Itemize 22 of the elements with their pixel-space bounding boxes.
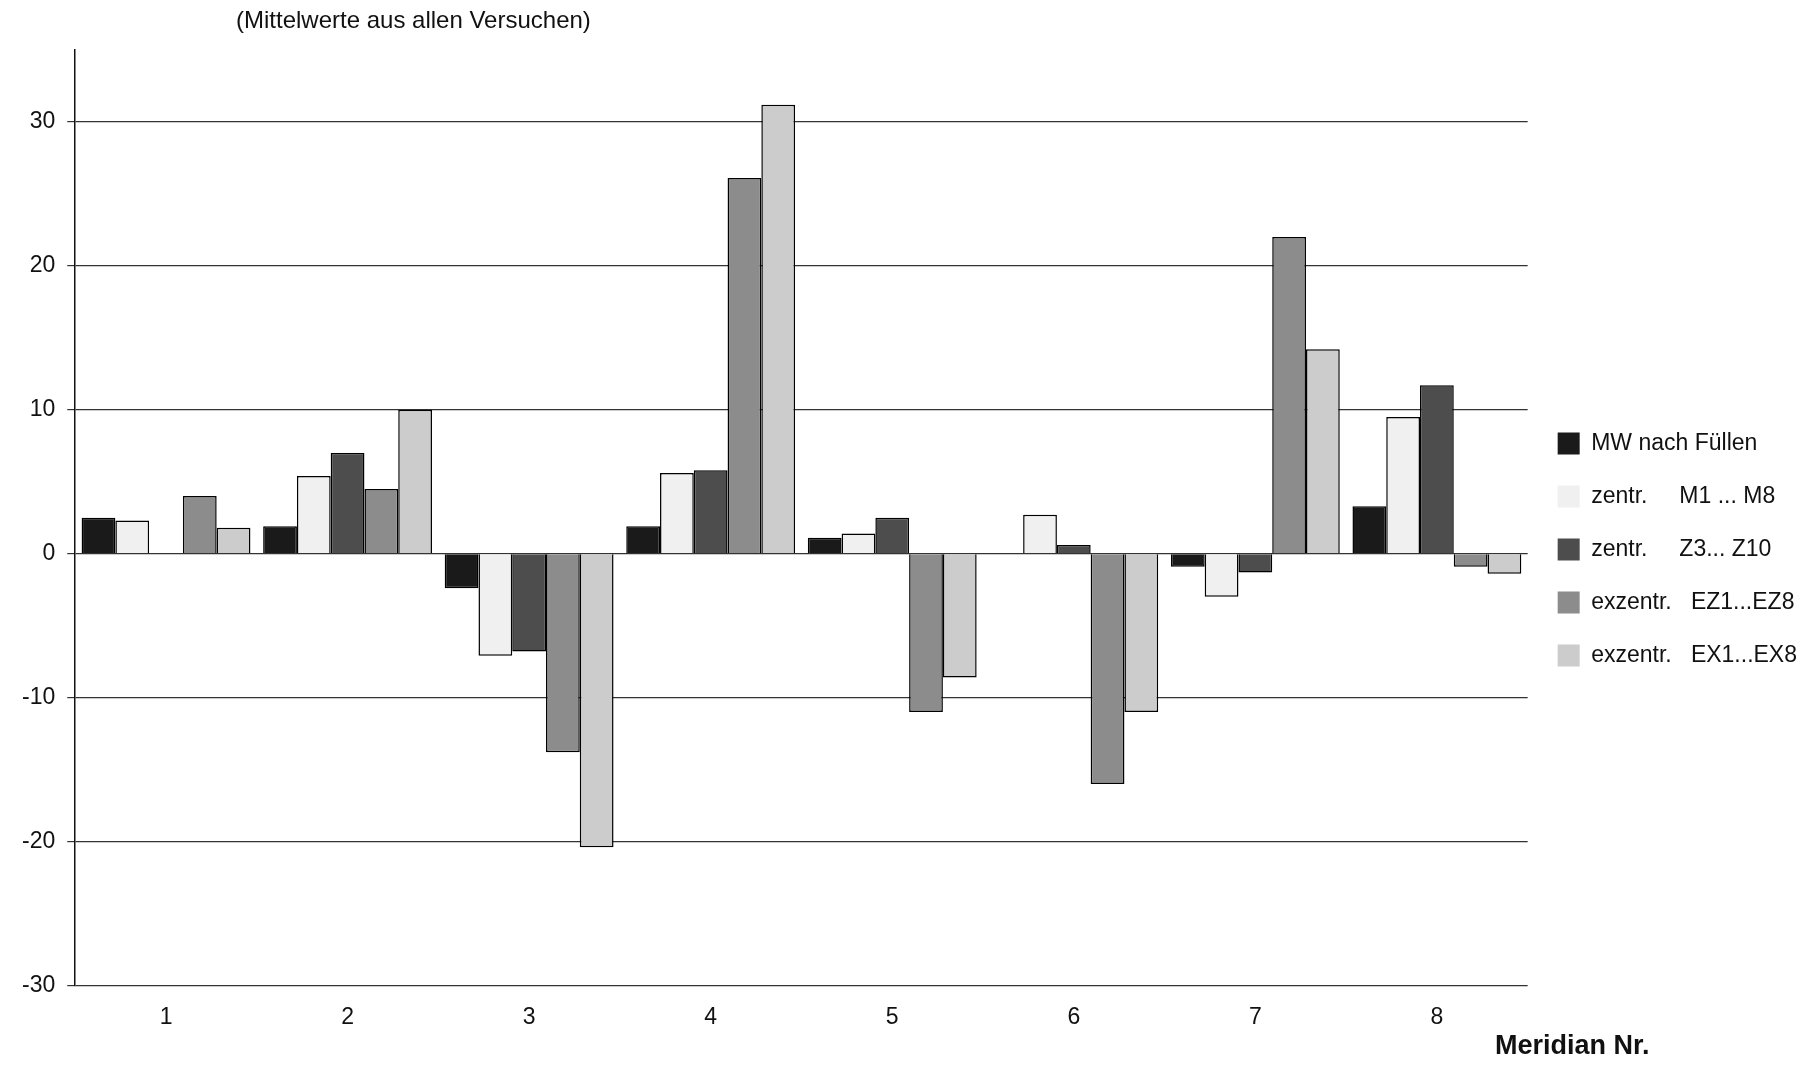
y-tick-label: -30 xyxy=(21,970,56,997)
y-tick-label: -10 xyxy=(21,682,56,709)
x-axis-title: Meridian Nr. xyxy=(1495,1030,1650,1061)
x-tick-label: 2 xyxy=(341,1002,354,1029)
legend-label: zentr. Z3... Z10 xyxy=(1591,534,1772,561)
y-tick-label: 0 xyxy=(42,539,56,566)
legend-label: exzentr. EX1...EX8 xyxy=(1591,640,1798,667)
x-tick-label: 4 xyxy=(704,1002,718,1029)
y-tick-label: 10 xyxy=(29,395,56,422)
y-tick-label: 30 xyxy=(29,107,56,134)
x-tick-label: 8 xyxy=(1430,1002,1444,1029)
x-tick-label: 1 xyxy=(159,1002,173,1029)
y-tick-label: -20 xyxy=(21,826,56,853)
x-tick-label: 7 xyxy=(1248,1002,1262,1029)
legend-label: exzentr. EZ1...EZ8 xyxy=(1591,587,1795,614)
legend-label: zentr. M1 ... M8 xyxy=(1591,481,1776,508)
x-tick-label: 6 xyxy=(1067,1002,1081,1029)
x-tick-label: 3 xyxy=(522,1002,536,1029)
x-tick-label: 5 xyxy=(885,1002,899,1029)
y-tick-label: 20 xyxy=(29,251,56,278)
legend-label: MW nach Füllen xyxy=(1591,428,1758,455)
chart-title: (Mittelwerte aus allen Versuchen) xyxy=(236,6,591,34)
